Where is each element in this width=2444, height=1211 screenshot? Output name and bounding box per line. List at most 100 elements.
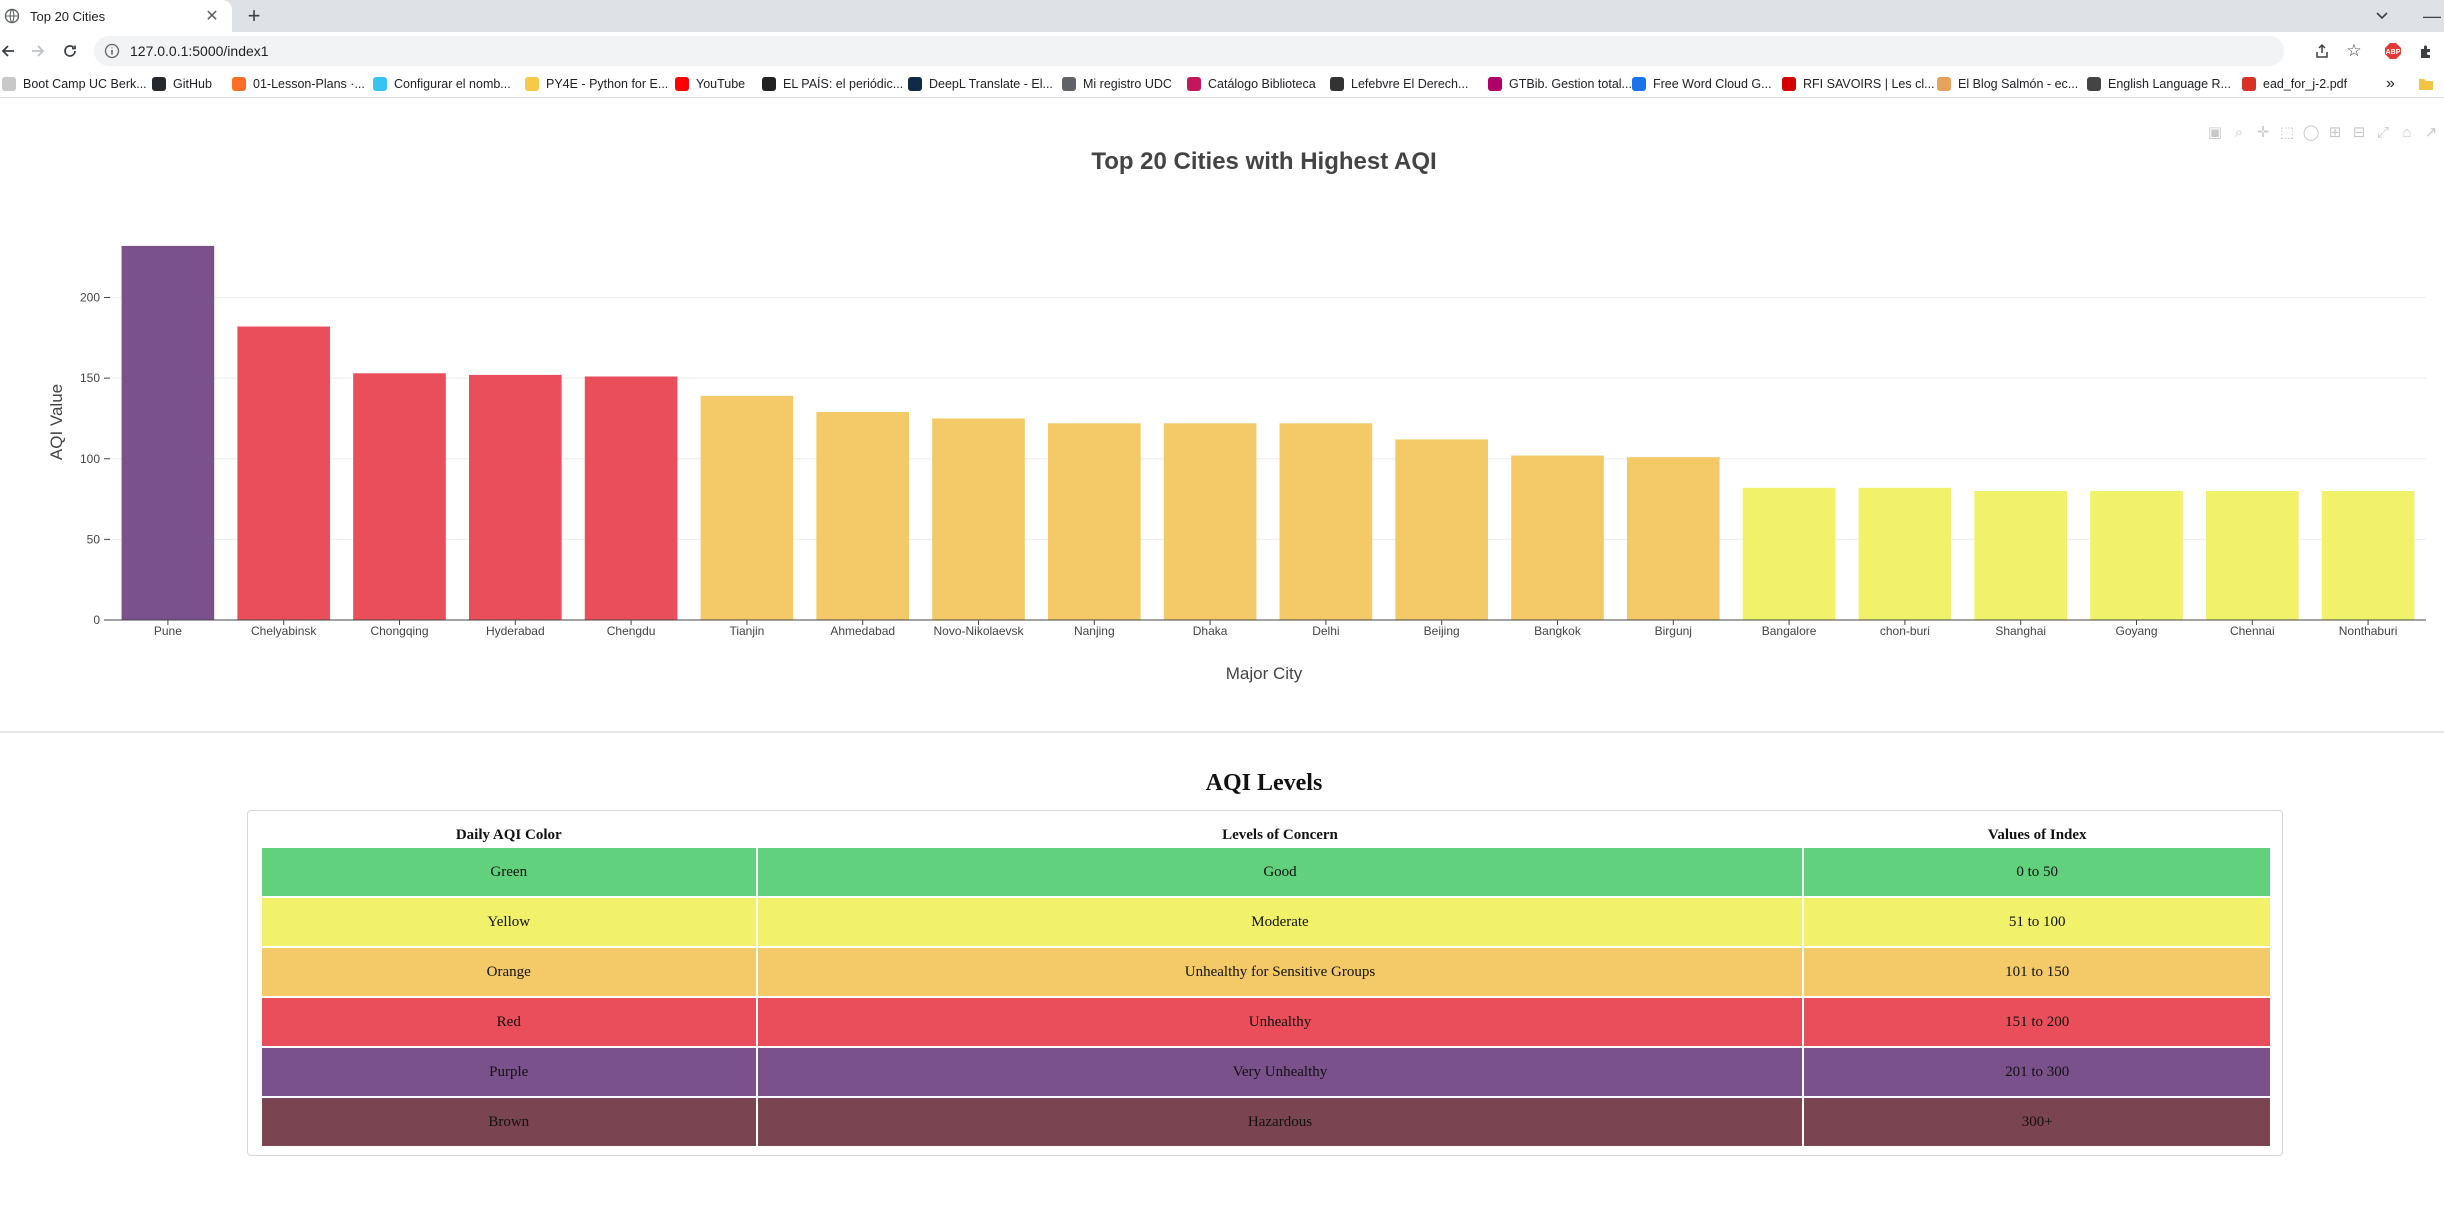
aqi-table-container: Daily AQI Color Levels of Concern Values…: [247, 810, 2283, 1156]
extensions-puzzle-icon[interactable]: [2416, 41, 2436, 61]
bookmark-item[interactable]: El Blog Salmón - ec...: [1937, 70, 2078, 98]
bookmark-item[interactable]: PY4E - Python for E...: [525, 70, 668, 98]
table-row: Yellow Moderate 51 to 100: [260, 896, 2272, 948]
bookmark-favicon-icon: [675, 77, 689, 91]
bookmark-item[interactable]: Boot Camp UC Berk...: [2, 70, 147, 98]
chart-x-ticks: Pune Chelyabinsk Chongqing Hyderabad Chengdu…: [154, 620, 2397, 638]
forward-button[interactable]: [26, 39, 50, 63]
site-info-icon[interactable]: [104, 43, 120, 59]
bar-bangalore[interactable]: [1742, 487, 1836, 620]
bookmark-favicon-icon: [2242, 77, 2256, 91]
back-button[interactable]: [0, 39, 20, 63]
bookmark-item[interactable]: English Language R...: [2087, 70, 2231, 98]
bookmark-favicon-icon: [1488, 77, 1502, 91]
bookmark-item[interactable]: Lefebvre El Derech...: [1330, 70, 1468, 98]
reset-axes-icon[interactable]: ⌂: [2402, 123, 2412, 141]
camera-icon[interactable]: ▣: [2207, 124, 2223, 141]
bookmark-item[interactable]: GitHub: [152, 70, 212, 98]
bar-tianjin[interactable]: [700, 395, 794, 620]
minimize-icon[interactable]: —: [2423, 5, 2441, 26]
pan-icon[interactable]: ✛: [2256, 124, 2270, 141]
close-tab-icon[interactable]: ✕: [205, 8, 219, 25]
url-text[interactable]: 127.0.0.1:5000/index1: [130, 43, 269, 59]
cell-aqi-color: Brown: [260, 1096, 758, 1148]
table-row: Green Good 0 to 50: [260, 846, 2272, 898]
cell-index-range: 300+: [1802, 1096, 2272, 1148]
y-axis-title: AQI Value: [47, 384, 66, 460]
x-tick-label: Shanghai: [1995, 624, 2046, 638]
cell-index-range: 51 to 100: [1802, 896, 2272, 948]
share-icon[interactable]: [2312, 41, 2332, 61]
bookmark-favicon-icon: [1062, 77, 1076, 91]
y-tick-label: 0: [93, 613, 100, 627]
bar-nonthaburi[interactable]: [2321, 491, 2415, 620]
bar-chelyabinsk[interactable]: [237, 326, 331, 620]
bookmark-item[interactable]: ead_for_j-2.pdf: [2242, 70, 2347, 98]
cell-index-range: 201 to 300: [1802, 1046, 2272, 1098]
x-axis-title: Major City: [1226, 664, 1303, 683]
bookmark-item[interactable]: GTBib. Gestion total...: [1488, 70, 1632, 98]
x-tick-label: Goyang: [2115, 624, 2157, 638]
bar-goyang[interactable]: [2090, 491, 2183, 620]
bar-ahmedabad[interactable]: [816, 411, 910, 620]
bar-pune[interactable]: [121, 245, 215, 620]
address-bar[interactable]: 127.0.0.1:5000/index1: [94, 36, 2284, 66]
bookmark-label: EL PAÍS: el periódic...: [783, 77, 904, 91]
globe-icon: [4, 8, 20, 24]
bar-delhi[interactable]: [1279, 423, 1373, 620]
zoom-in-icon[interactable]: ⊞: [2328, 124, 2342, 141]
tab-search-icon[interactable]: [2370, 4, 2394, 28]
bookmark-label: Configurar el nomb...: [394, 77, 511, 91]
reload-button[interactable]: [58, 39, 82, 63]
bar-chennai[interactable]: [2205, 491, 2299, 620]
bookmark-label: Mi registro UDC: [1083, 77, 1172, 91]
lasso-select-icon[interactable]: ◯: [2302, 124, 2320, 141]
bar-bangkok[interactable]: [1511, 455, 1604, 620]
bookmark-label: GitHub: [173, 77, 212, 91]
zoom-icon[interactable]: ⌕: [2234, 123, 2244, 141]
bookmark-item[interactable]: YouTube: [675, 70, 745, 98]
bar-chon-buri[interactable]: [1858, 487, 1952, 620]
table-row: Brown Hazardous 300+: [260, 1096, 2272, 1148]
chart-svg: Pune Chelyabinsk Chongqing Hyderabad Chengdu…: [47, 148, 2426, 683]
y-tick-label: 50: [87, 532, 101, 546]
x-tick-label: Delhi: [1312, 624, 1339, 638]
bar-novo-nikolaevsk[interactable]: [932, 418, 1025, 620]
adblock-extension-icon[interactable]: ABP: [2383, 41, 2403, 61]
x-tick-label: Novo-Nikolaevsk: [933, 624, 1024, 638]
bookmark-item[interactable]: Catálogo Biblioteca: [1187, 70, 1316, 98]
chart-y-ticks: 0 50 100 150 200: [80, 291, 110, 627]
bookmark-item[interactable]: 01-Lesson-Plans ·...: [232, 70, 365, 98]
box-select-icon[interactable]: ⬚: [2279, 124, 2295, 141]
bookmark-item[interactable]: Configurar el nomb...: [373, 70, 511, 98]
new-tab-button[interactable]: +: [247, 3, 261, 28]
header-levels-of-concern: Levels of Concern: [1222, 827, 1338, 843]
bar-dhaka[interactable]: [1163, 423, 1257, 620]
browser-tab[interactable]: Top 20 Cities ✕: [0, 0, 232, 32]
cell-aqi-color: Yellow: [260, 896, 758, 948]
bar-hyderabad[interactable]: [468, 374, 562, 620]
bar-birgunj[interactable]: [1626, 457, 1720, 620]
x-tick-label: Bangalore: [1762, 624, 1817, 638]
plotly-logo-icon[interactable]: ↗: [2424, 124, 2438, 141]
y-tick-label: 100: [80, 452, 100, 466]
bookmark-star-icon[interactable]: ☆: [2346, 41, 2362, 60]
bookmark-item[interactable]: Free Word Cloud G...: [1632, 70, 1772, 98]
bookmark-item[interactable]: EL PAÍS: el periódic...: [762, 70, 903, 98]
y-tick-label: 150: [80, 371, 100, 385]
autoscale-icon[interactable]: ⤢: [2376, 123, 2389, 141]
x-tick-label: Beijing: [1424, 624, 1460, 638]
bar-chongqing[interactable]: [353, 373, 446, 620]
bar-shanghai[interactable]: [1974, 491, 2068, 620]
zoom-out-icon[interactable]: ⊟: [2352, 124, 2366, 141]
more-bookmarks-button[interactable]: »: [2386, 75, 2395, 92]
bookmark-item[interactable]: RFI SAVOIRS | Les cl...: [1782, 70, 1935, 98]
bar-chengdu[interactable]: [584, 376, 678, 620]
bar-nanjing[interactable]: [1047, 423, 1141, 620]
bar-beijing[interactable]: [1395, 439, 1489, 620]
x-tick-label: Tianjin: [729, 624, 764, 638]
bookmark-favicon-icon: [525, 77, 539, 91]
bookmark-item[interactable]: Mi registro UDC: [1062, 70, 1172, 98]
folder-icon[interactable]: [2418, 70, 2434, 98]
bookmark-item[interactable]: DeepL Translate - El...: [908, 70, 1053, 98]
